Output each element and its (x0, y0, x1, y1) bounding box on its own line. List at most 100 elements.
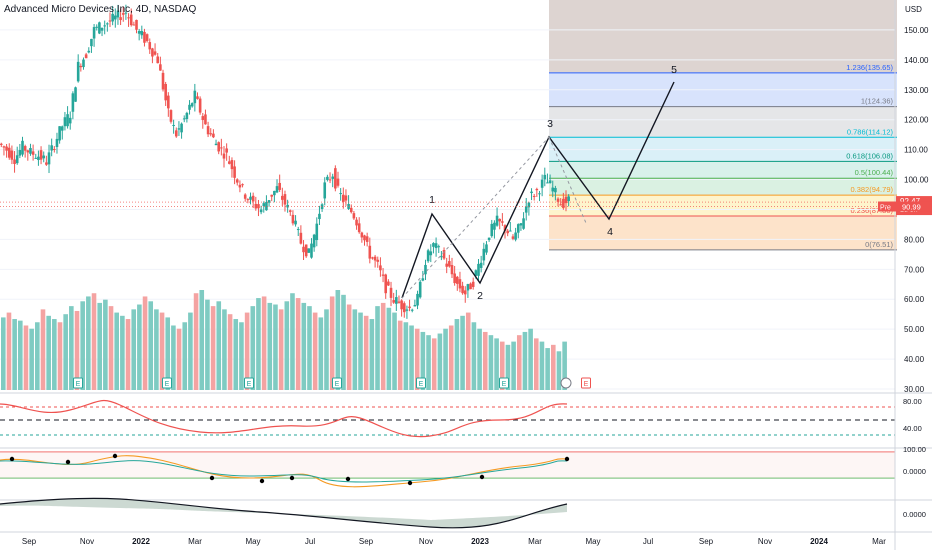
volume-bar (290, 293, 295, 390)
candle-body (400, 300, 403, 310)
volume-bar (227, 314, 233, 390)
price-tick-label: 70.00 (904, 265, 925, 274)
candle-body (524, 206, 528, 213)
candle-body (503, 225, 507, 231)
fib-level-label: 0(76.51) (865, 240, 893, 249)
volume-bar (448, 325, 454, 390)
candle-body (283, 194, 287, 205)
candle-body (132, 24, 136, 26)
time-tick-label: May (245, 537, 260, 546)
time-tick-label: Sep (699, 537, 714, 546)
candle-body (373, 256, 377, 261)
candle-body (554, 187, 557, 193)
candle-body (63, 117, 67, 127)
candle-body (522, 218, 525, 229)
wave-label: 1 (429, 194, 435, 206)
volume-bar (550, 344, 556, 390)
candle-body (47, 152, 51, 165)
candle-body (135, 19, 138, 30)
volume-bar (80, 301, 85, 390)
volume-bar (562, 341, 567, 390)
candle-body (156, 56, 160, 64)
earnings-marker: E (73, 377, 83, 389)
ind2-dot (65, 459, 71, 465)
candle-body (379, 265, 382, 271)
candle-body (74, 87, 77, 102)
indicator-tick-label: 40.00 (903, 424, 922, 433)
candle-body (461, 285, 464, 294)
volume-bar (176, 328, 182, 390)
candle-body (185, 112, 189, 120)
volume-bar (426, 335, 431, 390)
indicator-tick-label: 0.0000 (903, 510, 926, 519)
candle-body (392, 300, 395, 303)
pre-label: Pre (880, 205, 891, 212)
volume-bar (477, 328, 482, 390)
candle-body (450, 265, 454, 275)
candle-body (564, 196, 568, 204)
earnings-marker: E (162, 377, 172, 389)
price-tick-label: 50.00 (904, 325, 925, 334)
price-axis-currency: USD (905, 5, 922, 14)
wave-label: 4 (607, 226, 613, 238)
candle-body (281, 195, 284, 200)
candle-body (34, 157, 38, 159)
earnings-marker: E (499, 377, 509, 389)
fib-zone (549, 195, 897, 217)
candle-body (193, 90, 197, 104)
volume-bar (35, 322, 40, 390)
volume-bar (23, 325, 29, 390)
candle-body (387, 281, 390, 286)
candle-body (238, 184, 242, 188)
time-tick-label: Mar (188, 537, 202, 546)
candle-body (92, 27, 96, 39)
candle-body (251, 195, 255, 202)
candle-body (246, 199, 250, 201)
candle-body (124, 12, 128, 14)
volume-bar (6, 312, 12, 390)
candle-body (119, 17, 122, 21)
volume-bar (352, 309, 358, 390)
candle-body (357, 223, 361, 233)
candle-body (241, 184, 244, 186)
time-tick-label: Sep (22, 537, 37, 546)
candle-body (543, 174, 547, 180)
ind2-dot (259, 478, 265, 484)
candle-body (220, 147, 223, 149)
candle-body (230, 160, 234, 170)
volume-bar (499, 341, 505, 390)
candle-body (291, 214, 295, 224)
candle-body (437, 246, 441, 248)
volume-bar (409, 325, 414, 390)
fib-level-label: 1.236(135.65) (846, 63, 893, 72)
volume-bar (108, 306, 114, 390)
candle-body (299, 232, 303, 244)
candle-body (546, 182, 549, 184)
volume-bar (392, 312, 397, 390)
time-tick-label: 2023 (471, 537, 489, 546)
candle-body (161, 72, 165, 90)
candle-body (259, 209, 263, 213)
candle-body (418, 281, 422, 298)
earnings-marker: E (244, 377, 254, 389)
price-tick-label: 100.00 (904, 176, 929, 185)
candle-body (265, 202, 268, 211)
candle-body (15, 155, 19, 164)
candle-body (493, 222, 496, 230)
candle-body (188, 104, 191, 110)
volume-bar (165, 317, 171, 390)
candle-body (286, 204, 289, 208)
candle-body (395, 297, 398, 304)
volume-bar (403, 322, 409, 390)
candle-body (532, 195, 536, 197)
candle-body (352, 213, 356, 219)
time-tick-label: May (585, 537, 600, 546)
volume-bar (216, 301, 222, 390)
volume-bar (437, 333, 443, 390)
earnings-marker-label: E (247, 381, 252, 388)
price-tick-label: 140.00 (904, 56, 929, 65)
candle-body (196, 96, 199, 99)
